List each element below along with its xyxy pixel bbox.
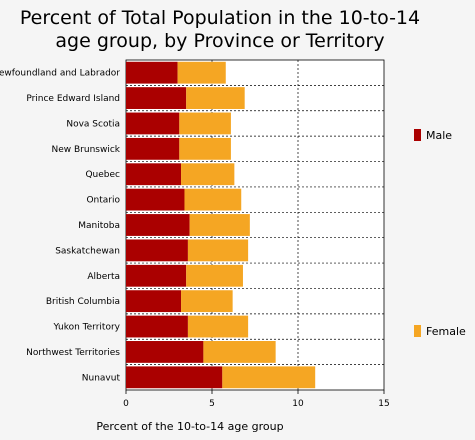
bar-male-12 <box>126 366 223 389</box>
bar-female-12 <box>222 366 316 389</box>
x-tick-label-1: 5 <box>209 399 215 409</box>
bar-male-9 <box>126 290 182 313</box>
category-label-11: Northwest Territories <box>26 348 120 358</box>
category-label-4: Quebec <box>85 170 120 180</box>
x-axis-title: Percent of the 10-to-14 age group <box>96 420 283 433</box>
category-label-12: Nunavut <box>82 373 121 383</box>
legend-swatch-male <box>414 129 421 141</box>
bar-male-4 <box>126 163 182 186</box>
category-label-6: Manitoba <box>78 221 120 231</box>
chart-title-line-1: Percent of Total Population in the 10-to… <box>20 7 420 29</box>
bar-male-2 <box>126 112 180 135</box>
category-label-10: Yukon Territory <box>53 323 121 333</box>
legend-label-male: Male <box>426 129 452 142</box>
x-tick-labels: 0 5 10 15 <box>123 390 390 409</box>
bar-female-0 <box>177 61 226 84</box>
bar-male-6 <box>126 214 190 236</box>
x-tick-label-0: 0 <box>123 399 129 409</box>
category-label-3: New Brunswick <box>52 145 121 155</box>
legend: Male Female <box>414 129 466 338</box>
legend-swatch-female <box>414 325 421 337</box>
bar-female-3 <box>179 137 231 160</box>
bar-female-7 <box>187 239 249 262</box>
bar-female-1 <box>186 87 245 109</box>
bar-female-11 <box>203 341 276 363</box>
bars <box>126 61 316 389</box>
category-label-7: Saskatchewan <box>55 246 120 256</box>
bar-male-3 <box>126 137 180 160</box>
bar-male-0 <box>126 61 178 84</box>
category-label-9: British Columbia <box>46 297 120 307</box>
bar-male-10 <box>126 315 188 338</box>
bar-male-1 <box>126 87 187 109</box>
category-label-5: Ontario <box>86 196 120 206</box>
bar-female-5 <box>184 188 242 211</box>
category-label-0: Newfoundland and Labrador <box>0 69 120 79</box>
bar-female-10 <box>187 315 249 338</box>
bar-male-5 <box>126 188 185 211</box>
category-label-8: Alberta <box>87 272 120 282</box>
category-labels: Newfoundland and Labrador Prince Edward I… <box>0 69 121 384</box>
bar-male-11 <box>126 341 204 363</box>
x-tick-label-3: 15 <box>378 399 389 409</box>
category-label-2: Nova Scotia <box>66 119 120 129</box>
category-label-1: Prince Edward Island <box>26 94 120 104</box>
x-tick-label-2: 10 <box>292 399 304 409</box>
bar-male-7 <box>126 239 188 262</box>
bar-male-8 <box>126 264 187 287</box>
bar-female-9 <box>181 290 233 313</box>
bar-female-2 <box>179 112 231 135</box>
legend-label-female: Female <box>426 325 466 338</box>
chart-title-line-2: age group, by Province or Territory <box>55 30 384 52</box>
chart-title: Percent of Total Population in the 10-to… <box>20 7 420 52</box>
bar-female-4 <box>181 163 235 186</box>
bar-female-6 <box>189 214 250 236</box>
bar-female-8 <box>186 264 243 287</box>
